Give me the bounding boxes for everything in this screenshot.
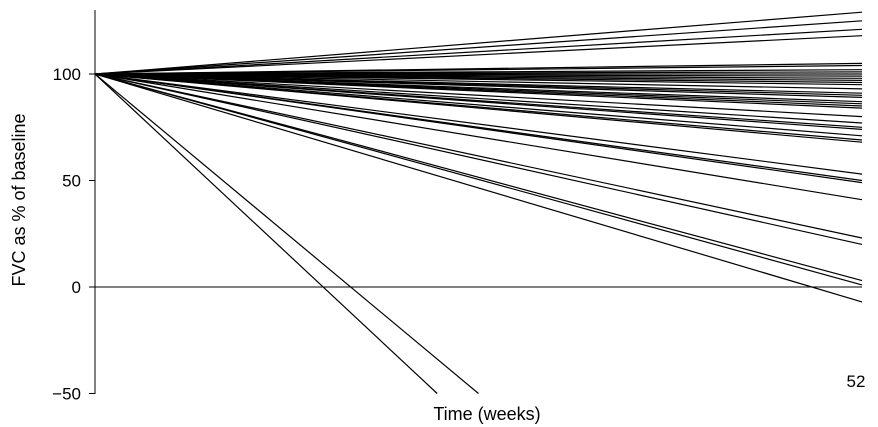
series-line-38 — [94, 73, 863, 303]
series-line-30 — [94, 73, 863, 175]
series-line-15 — [94, 73, 863, 90]
series-layer — [94, 11, 863, 394]
series-line-40 — [94, 73, 438, 394]
x-tick-label-52: 52 — [847, 372, 866, 391]
y-tick-label: 50 — [62, 172, 81, 191]
series-line-1 — [94, 11, 863, 75]
series-line-18 — [94, 73, 863, 98]
series-line-26 — [94, 73, 863, 130]
series-line-34 — [94, 73, 863, 239]
series-line-32 — [94, 73, 863, 184]
series-line-39 — [94, 73, 479, 394]
series-line-35 — [94, 73, 863, 245]
series-line-37 — [94, 73, 863, 286]
series-line-23 — [94, 73, 863, 118]
series-line-24 — [94, 73, 863, 124]
y-tick-label: −50 — [52, 385, 81, 404]
series-line-4 — [94, 35, 863, 75]
y-tick-label: 100 — [53, 65, 81, 84]
series-line-6 — [94, 64, 863, 75]
series-line-14 — [94, 73, 863, 86]
series-line-33 — [94, 73, 863, 201]
series-line-29 — [94, 73, 863, 143]
y-tick-label: 0 — [72, 278, 81, 297]
y-ticks: 100 50 0 −50 — [52, 65, 95, 404]
series-line-3 — [94, 28, 863, 75]
x-axis-title: Time (weeks) — [433, 404, 540, 424]
series-line-2 — [94, 20, 863, 75]
y-axis-title: FVC as % of baseline — [9, 113, 29, 286]
series-line-36 — [94, 73, 863, 282]
series-line-27 — [94, 73, 863, 137]
series-line-22 — [94, 73, 863, 109]
